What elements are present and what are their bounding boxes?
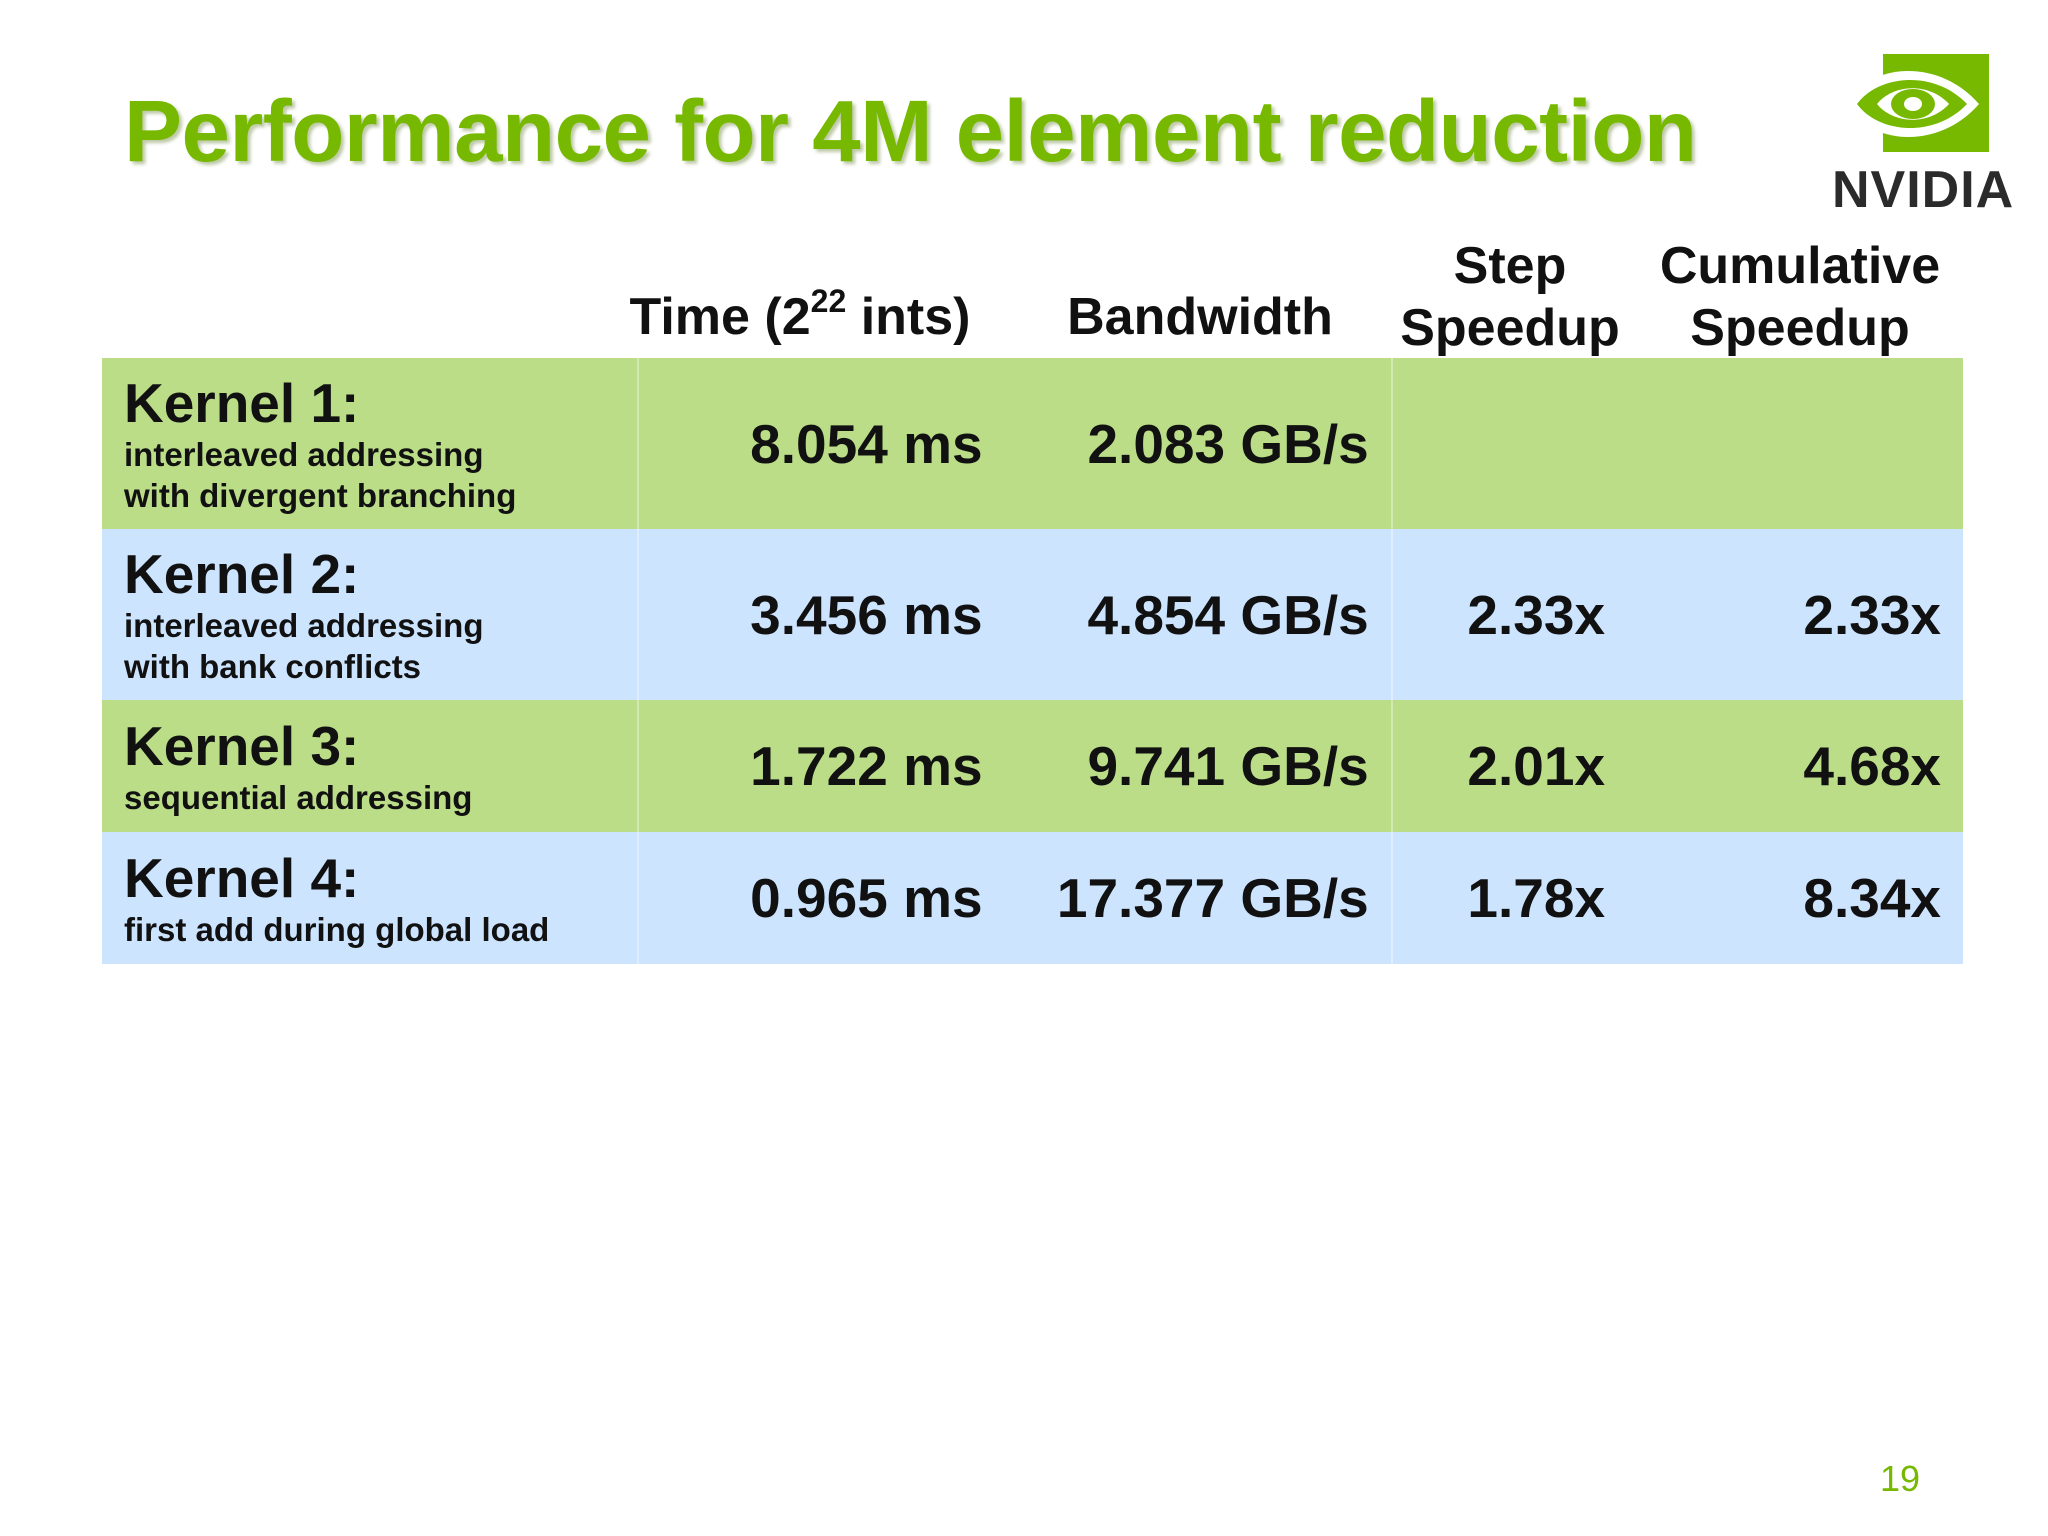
nvidia-wordmark: NVIDIA: [1832, 161, 2015, 219]
kernel-name: Kernel 4:: [124, 846, 360, 909]
header-step-speedup: Step Speedup: [1380, 235, 1640, 359]
cumulative-speedup-cell: [1640, 358, 1963, 529]
header-time-suffix: ints): [846, 288, 971, 346]
table-row-kernel-4: Kernel 4: first add during global load 0…: [102, 832, 1963, 964]
kernel-name: Kernel 3:: [124, 714, 360, 777]
header-cumulative-line2: Speedup: [1690, 299, 1910, 357]
performance-table: Kernel 1: interleaved addressing with di…: [102, 358, 1964, 964]
kernel-cell: Kernel 1: interleaved addressing with di…: [102, 358, 640, 529]
kernel-name: Kernel 1:: [124, 371, 360, 434]
kernel-cell: Kernel 3: sequential addressing: [102, 700, 640, 832]
table-row-kernel-3: Kernel 3: sequential addressing 1.722 ms…: [102, 700, 1963, 832]
header-time-prefix: Time (2: [629, 288, 811, 346]
kernel-desc-line1: interleaved addressing: [124, 606, 484, 644]
cumulative-speedup-cell: 2.33x: [1803, 583, 1941, 646]
bandwidth-cell: 2.083 GB/s: [1004, 358, 1393, 529]
time-cell: 3.456 ms: [750, 583, 983, 646]
slide-title: Performance for 4M element reduction: [124, 83, 1697, 180]
header-time: Time (222 ints): [600, 283, 1000, 348]
bandwidth-cell: 17.377 GB/s: [1004, 832, 1393, 964]
bandwidth-cell: 4.854 GB/s: [1004, 529, 1393, 700]
kernel-name: Kernel 2:: [124, 542, 360, 605]
header-cumulative-line1: Cumulative: [1659, 237, 1941, 295]
step-speedup-value: 2.01x: [1467, 735, 1606, 797]
header-cumulative-speedup: Cumulative Speedup: [1640, 235, 1960, 359]
kernel-desc-line1: sequential addressing: [124, 778, 473, 816]
table-row-kernel-2: Kernel 2: interleaved addressing with ba…: [102, 529, 1963, 700]
kernel-cell: Kernel 2: interleaved addressing with ba…: [102, 529, 640, 700]
kernel-desc-line1: interleaved addressing: [124, 435, 484, 473]
step-speedup-cell: 2.33x: [1392, 529, 1640, 700]
step-speedup-cell: 1.78x: [1392, 832, 1640, 964]
step-speedup-value: 1.78x: [1467, 867, 1606, 929]
page-number: 19: [1880, 1458, 1921, 1499]
step-speedup-cell: [1392, 358, 1640, 529]
header-step-line1: Step: [1453, 237, 1567, 295]
kernel-cell: Kernel 4: first add during global load: [102, 832, 640, 964]
nvidia-eye-icon: [1845, 54, 1989, 152]
time-cell: 8.054 ms: [750, 412, 983, 475]
header-bandwidth: Bandwidth: [1067, 288, 1333, 346]
header-time-exponent: 22: [810, 283, 847, 319]
kernel-desc-line2: with divergent branching: [124, 476, 517, 514]
time-cell: 0.965 ms: [750, 867, 983, 929]
nvidia-logo: NVIDIA: [1820, 52, 2040, 219]
bandwidth-cell: 9.741 GB/s: [1004, 700, 1393, 832]
cumulative-speedup-cell: 4.68x: [1803, 735, 1941, 797]
header-step-line2: Speedup: [1400, 299, 1620, 357]
cumulative-speedup-cell: 8.34x: [1803, 867, 1941, 929]
step-speedup-cell: 2.01x: [1392, 700, 1640, 832]
kernel-desc-line1: first add during global load: [124, 910, 550, 948]
step-speedup-value: 2.33x: [1467, 583, 1606, 646]
kernel-desc-line2: with bank conflicts: [124, 647, 422, 685]
table-row-kernel-1: Kernel 1: interleaved addressing with di…: [102, 358, 1963, 529]
time-cell: 1.722 ms: [750, 735, 983, 797]
